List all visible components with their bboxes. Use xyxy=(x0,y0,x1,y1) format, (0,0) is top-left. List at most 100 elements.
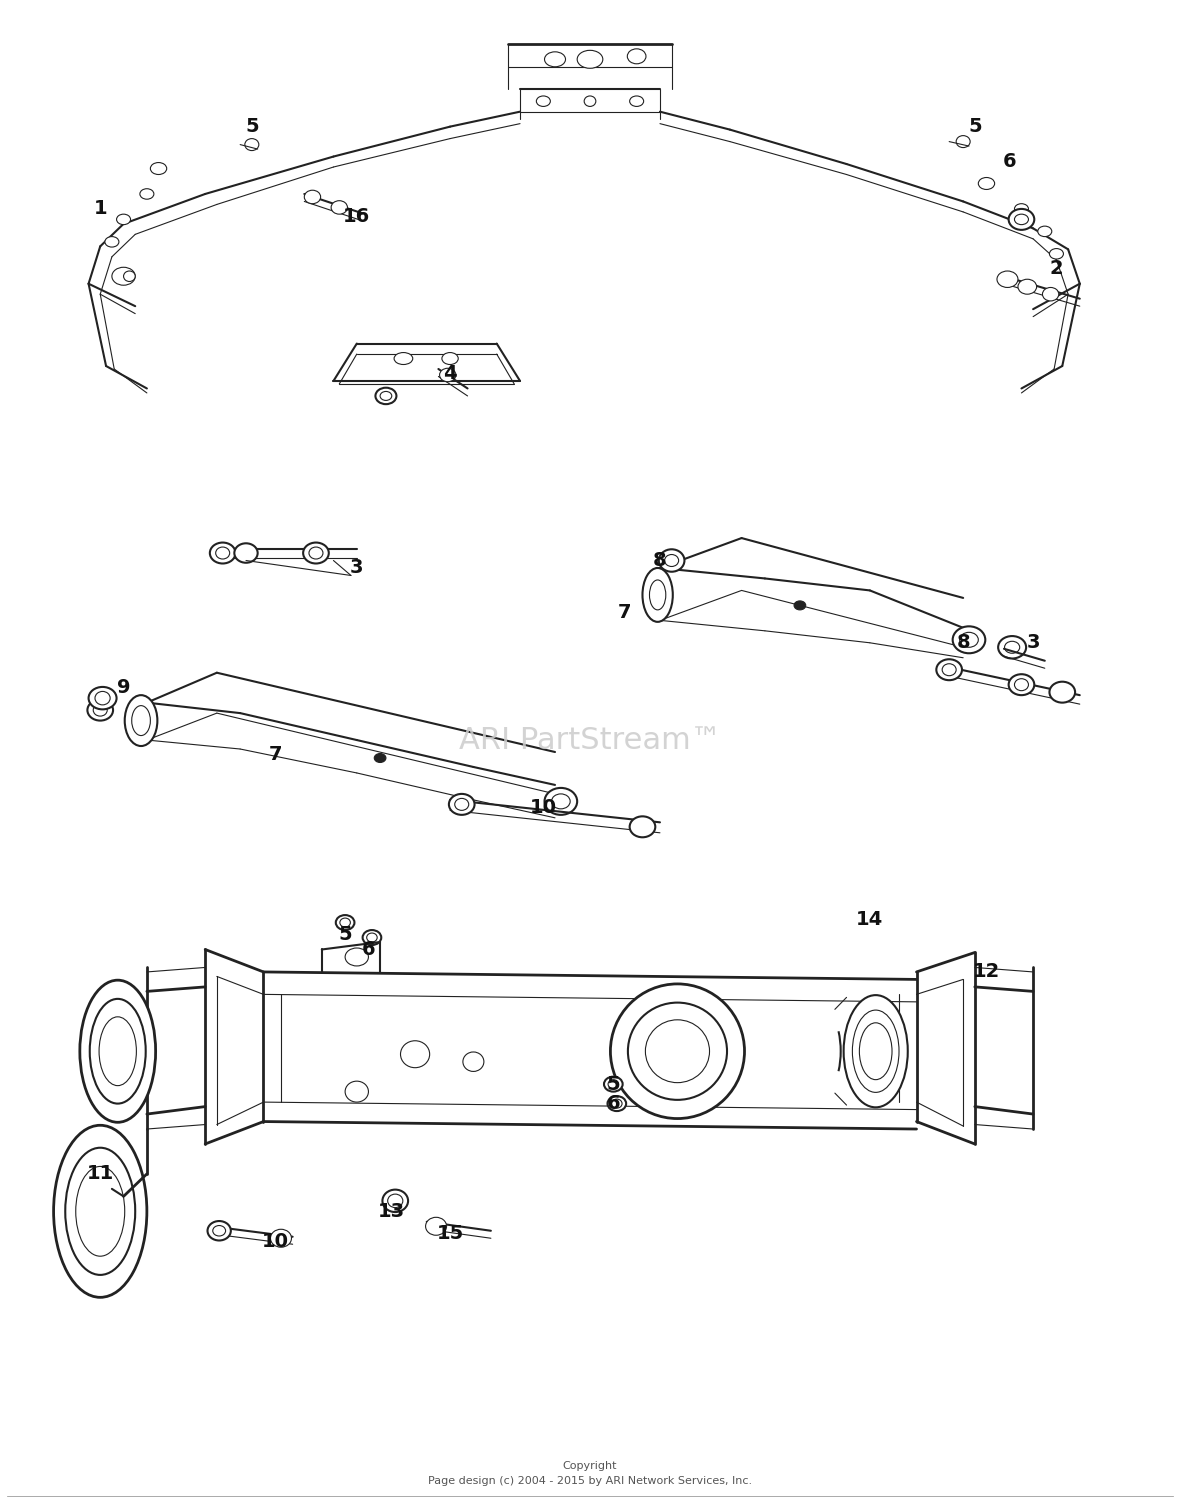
Text: 5: 5 xyxy=(607,1075,621,1093)
Ellipse shape xyxy=(441,352,458,364)
Ellipse shape xyxy=(448,794,474,815)
Ellipse shape xyxy=(1049,249,1063,260)
Text: 1: 1 xyxy=(93,199,107,219)
Ellipse shape xyxy=(244,139,258,151)
Text: 7: 7 xyxy=(618,604,631,622)
Ellipse shape xyxy=(859,1022,892,1080)
Ellipse shape xyxy=(630,97,643,106)
Ellipse shape xyxy=(608,1080,618,1089)
Ellipse shape xyxy=(117,214,131,225)
Ellipse shape xyxy=(210,542,236,563)
Text: 6: 6 xyxy=(361,941,375,959)
Ellipse shape xyxy=(544,51,565,66)
Ellipse shape xyxy=(1015,214,1029,225)
Ellipse shape xyxy=(440,368,455,382)
Text: 9: 9 xyxy=(117,678,130,698)
Ellipse shape xyxy=(88,687,117,710)
Text: 10: 10 xyxy=(262,1232,289,1250)
Ellipse shape xyxy=(304,190,321,204)
Ellipse shape xyxy=(610,985,745,1119)
Ellipse shape xyxy=(1015,204,1029,214)
Ellipse shape xyxy=(852,1010,899,1092)
Ellipse shape xyxy=(959,633,978,648)
Ellipse shape xyxy=(645,1019,709,1083)
Ellipse shape xyxy=(388,1194,402,1208)
Ellipse shape xyxy=(332,201,347,214)
Ellipse shape xyxy=(454,799,468,811)
Ellipse shape xyxy=(90,1000,145,1104)
Text: 3: 3 xyxy=(1027,633,1040,652)
Ellipse shape xyxy=(140,189,153,199)
Ellipse shape xyxy=(65,1148,136,1274)
Ellipse shape xyxy=(235,544,257,563)
Ellipse shape xyxy=(362,930,381,945)
Text: Copyright: Copyright xyxy=(563,1460,617,1471)
Ellipse shape xyxy=(544,788,577,815)
Ellipse shape xyxy=(382,1190,408,1213)
Ellipse shape xyxy=(309,547,323,559)
Ellipse shape xyxy=(345,948,368,966)
Ellipse shape xyxy=(463,1052,484,1072)
Ellipse shape xyxy=(380,391,392,400)
Text: 13: 13 xyxy=(379,1202,405,1220)
Ellipse shape xyxy=(53,1125,146,1297)
Text: 8: 8 xyxy=(956,633,970,652)
Ellipse shape xyxy=(94,692,110,705)
Text: 5: 5 xyxy=(339,926,352,944)
Ellipse shape xyxy=(212,1226,225,1237)
Ellipse shape xyxy=(216,547,230,559)
Text: 3: 3 xyxy=(350,559,363,577)
Text: 10: 10 xyxy=(530,797,557,817)
Ellipse shape xyxy=(664,554,678,566)
Ellipse shape xyxy=(584,97,596,106)
Ellipse shape xyxy=(844,995,907,1107)
Ellipse shape xyxy=(124,270,136,281)
Ellipse shape xyxy=(937,660,962,680)
Text: 6: 6 xyxy=(1003,151,1017,171)
Text: 12: 12 xyxy=(972,962,1001,982)
Ellipse shape xyxy=(1009,208,1035,230)
Ellipse shape xyxy=(394,352,413,364)
Ellipse shape xyxy=(952,627,985,654)
Ellipse shape xyxy=(658,550,684,572)
Ellipse shape xyxy=(93,704,107,716)
Ellipse shape xyxy=(76,1166,125,1256)
Ellipse shape xyxy=(794,601,806,610)
Ellipse shape xyxy=(426,1217,446,1235)
Ellipse shape xyxy=(400,1040,430,1068)
Ellipse shape xyxy=(99,1016,137,1086)
Text: 15: 15 xyxy=(437,1225,464,1243)
Ellipse shape xyxy=(132,705,150,735)
Ellipse shape xyxy=(87,699,113,720)
Ellipse shape xyxy=(551,794,570,809)
Ellipse shape xyxy=(978,178,995,189)
Text: 4: 4 xyxy=(444,364,457,384)
Ellipse shape xyxy=(112,267,136,285)
Ellipse shape xyxy=(303,542,329,563)
Text: 6: 6 xyxy=(607,1095,621,1113)
Text: 5: 5 xyxy=(968,118,982,136)
Ellipse shape xyxy=(345,1081,368,1102)
Ellipse shape xyxy=(80,980,156,1122)
Ellipse shape xyxy=(997,270,1018,287)
Text: 11: 11 xyxy=(86,1164,113,1184)
Ellipse shape xyxy=(649,580,666,610)
Ellipse shape xyxy=(150,163,166,175)
Text: Page design (c) 2004 - 2015 by ARI Network Services, Inc.: Page design (c) 2004 - 2015 by ARI Netwo… xyxy=(428,1475,752,1486)
Ellipse shape xyxy=(336,915,354,930)
Ellipse shape xyxy=(1009,673,1035,695)
Text: 8: 8 xyxy=(654,551,667,569)
Ellipse shape xyxy=(1004,642,1020,654)
Text: 5: 5 xyxy=(245,118,258,136)
Ellipse shape xyxy=(125,695,157,746)
Text: 16: 16 xyxy=(343,207,371,226)
Ellipse shape xyxy=(1042,287,1058,300)
Ellipse shape xyxy=(367,933,378,942)
Text: ARI PartStream™: ARI PartStream™ xyxy=(459,725,721,755)
Ellipse shape xyxy=(628,1003,727,1099)
Ellipse shape xyxy=(208,1222,231,1241)
Ellipse shape xyxy=(942,664,956,675)
Text: 7: 7 xyxy=(268,746,282,764)
Text: 2: 2 xyxy=(1050,260,1063,278)
Ellipse shape xyxy=(956,136,970,148)
